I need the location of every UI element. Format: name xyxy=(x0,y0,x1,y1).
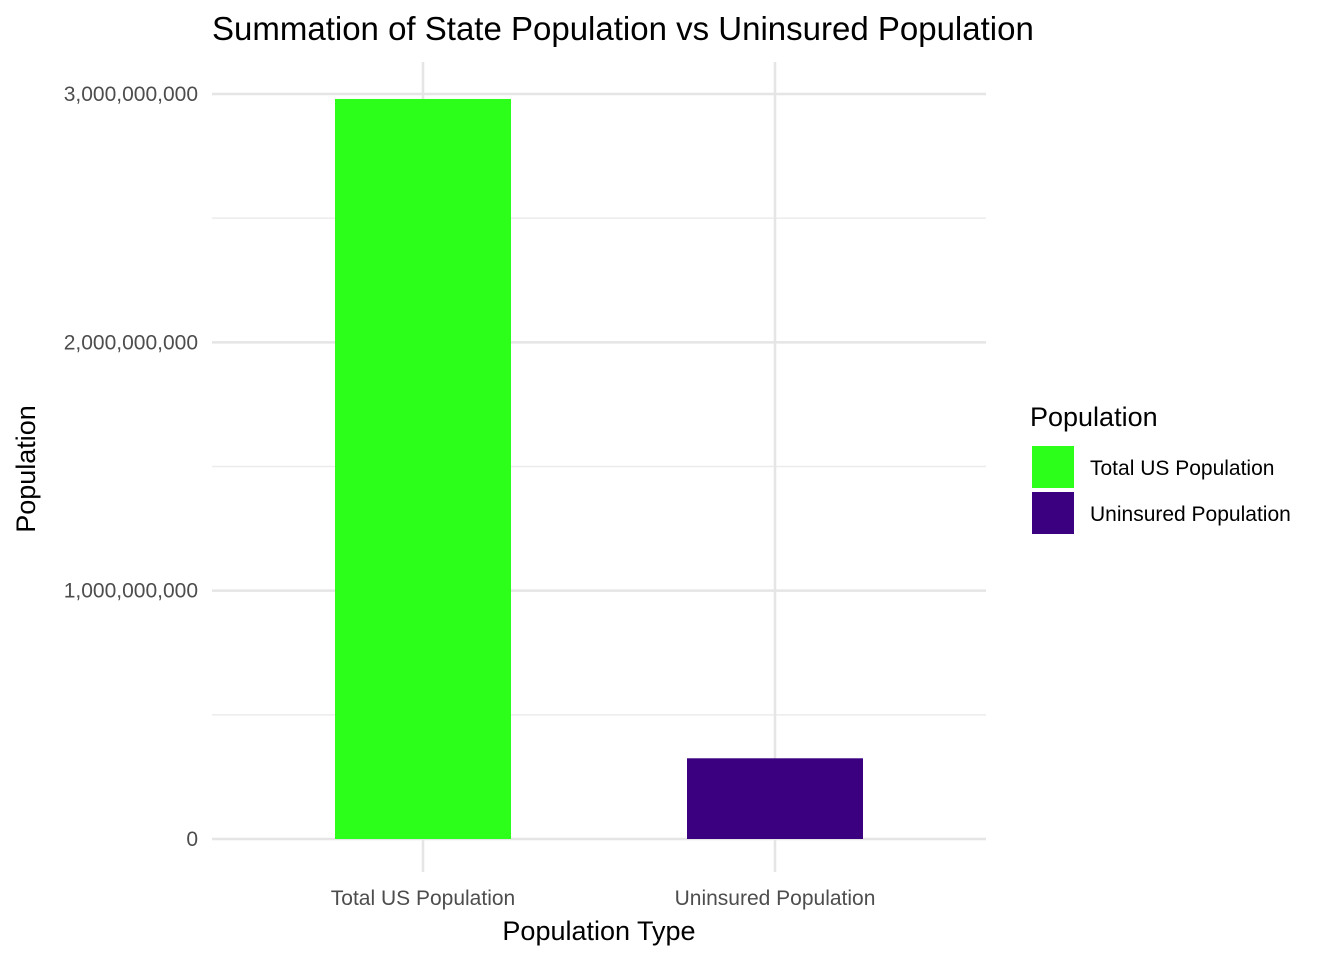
legend-label: Uninsured Population xyxy=(1090,503,1291,526)
y-tick-label: 2,000,000,000 xyxy=(64,331,198,354)
x-tick-label: Total US Population xyxy=(331,887,515,910)
bar-total-us-population xyxy=(335,98,511,839)
x-axis-title: Population Type xyxy=(502,916,695,946)
bars xyxy=(335,98,863,839)
y-tick-label: 3,000,000,000 xyxy=(64,83,198,106)
grid xyxy=(212,62,986,872)
legend-label: Total US Population xyxy=(1090,457,1274,480)
x-axis-tick-labels: Total US Population Uninsured Population xyxy=(331,887,876,910)
y-axis-title: Population xyxy=(11,405,41,533)
legend-title: Population xyxy=(1030,402,1158,432)
bar-uninsured-population xyxy=(687,758,863,839)
legend-swatch xyxy=(1032,492,1074,534)
legend-items: Total US Population Uninsured Population xyxy=(1032,446,1291,534)
y-tick-label: 1,000,000,000 xyxy=(64,580,198,603)
x-tick-label: Uninsured Population xyxy=(675,887,876,910)
chart-title: Summation of State Population vs Uninsur… xyxy=(212,10,1034,47)
legend-swatch xyxy=(1032,446,1074,488)
legend: Population Total US Population Uninsured … xyxy=(1030,402,1291,534)
y-tick-label: 0 xyxy=(186,828,198,851)
y-axis-tick-labels: 0 1,000,000,000 2,000,000,000 3,000,000,000 xyxy=(64,83,198,851)
